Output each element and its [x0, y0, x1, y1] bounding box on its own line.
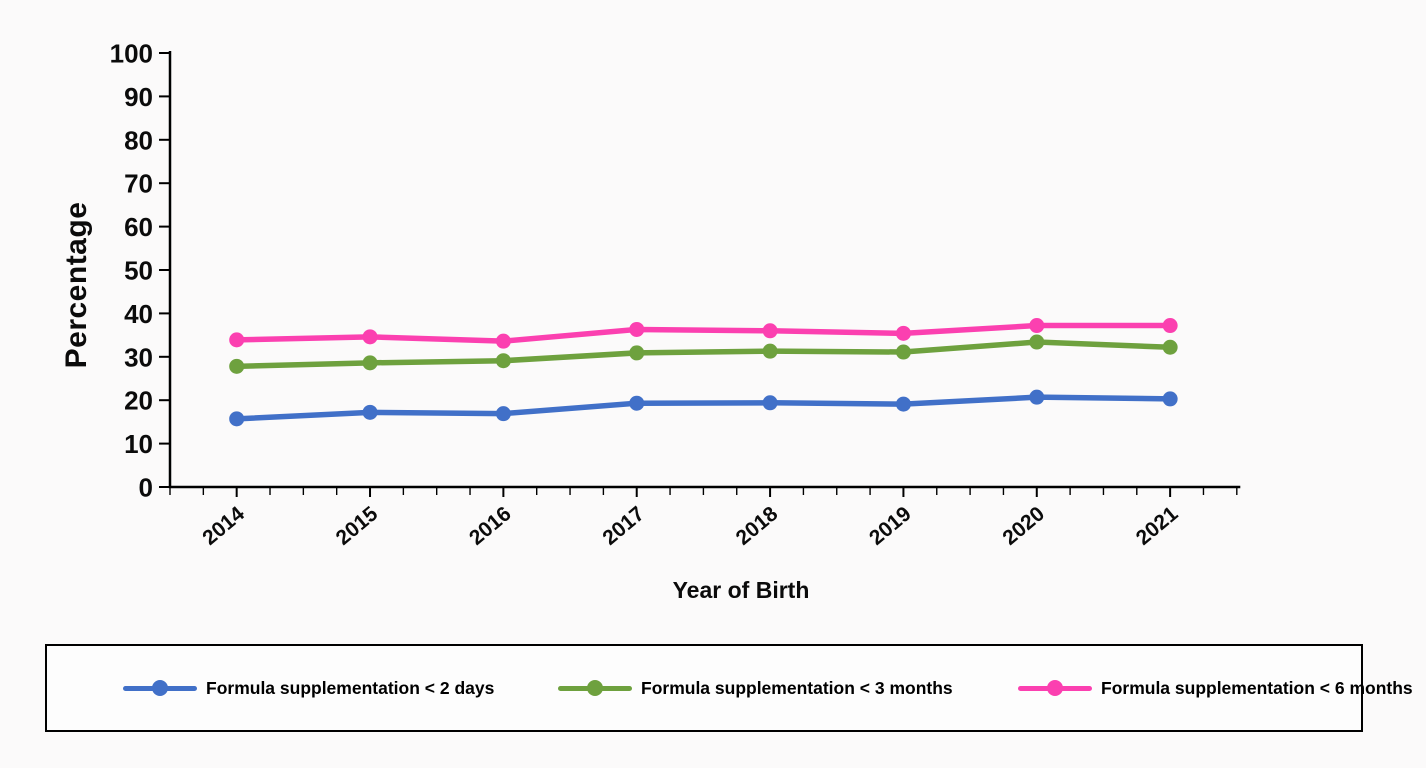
y-tick-label: 60: [124, 212, 153, 242]
series-point-0-2016: [495, 406, 511, 422]
plot-svg: 0 10 20 30 40 50 60 70 80 90 100 2014 2015 2016 2017 20…: [110, 39, 1241, 550]
series-line-0: [233, 394, 1173, 422]
y-tick-label: 70: [124, 169, 153, 199]
series-line-2: [233, 322, 1173, 344]
series-point-1-2015: [362, 355, 378, 371]
series-point-2-2017: [629, 321, 645, 337]
series-point-0-2017: [629, 395, 645, 411]
series-line-1: [233, 339, 1173, 370]
x-tick-label: 2015: [332, 502, 383, 550]
y-tick-label: 40: [124, 299, 153, 329]
y-tick-label: 80: [124, 125, 153, 155]
legend-item-lt-2-days: Formula supplementation < 2 days: [123, 646, 494, 730]
legend-swatch-blue: [123, 680, 197, 697]
series-point-0-2014: [229, 411, 245, 427]
y-tick-label: 50: [124, 256, 153, 286]
x-axis-title: Year of Birth: [672, 577, 810, 603]
legend-label: Formula supplementation < 2 days: [206, 677, 495, 698]
series-point-2-2018: [762, 323, 778, 339]
series-point-0-2019: [895, 396, 911, 412]
legend-box: Formula supplementation < 2 days Formula…: [45, 644, 1413, 732]
y-tick-label: 90: [124, 82, 153, 112]
series-point-0-2018: [762, 395, 778, 411]
y-tick-label: 10: [124, 429, 153, 459]
y-tick-label: 20: [124, 386, 153, 416]
series-point-2-2014: [229, 332, 245, 348]
x-tick-label: 2020: [998, 502, 1049, 550]
y-tick-label: 100: [110, 39, 153, 69]
legend-swatch-green: [558, 680, 632, 697]
series-point-0-2021: [1162, 391, 1178, 407]
x-tick-label: 2017: [598, 502, 649, 550]
legend-label: Formula supplementation < 3 months: [641, 677, 953, 698]
legend-marker-icon: [1047, 680, 1063, 696]
series-point-2-2015: [362, 329, 378, 345]
series-point-1-2017: [629, 345, 645, 361]
x-tick-label: 2018: [732, 502, 783, 550]
series-point-1-2021: [1162, 339, 1178, 355]
series-point-1-2016: [495, 353, 511, 369]
legend-marker-icon: [152, 680, 168, 696]
series-point-2-2019: [895, 325, 911, 341]
series-point-2-2020: [1029, 318, 1045, 334]
series-point-2-2016: [495, 333, 511, 349]
y-tick-label: 30: [124, 342, 153, 372]
y-tick-label: 0: [139, 473, 153, 503]
legend-item-lt-3-months: Formula supplementation < 3 months: [558, 646, 953, 730]
series-point-0-2015: [362, 404, 378, 420]
series-point-1-2020: [1029, 334, 1045, 350]
x-tick-label: 2016: [465, 502, 516, 550]
y-axis-title: Percentage: [60, 201, 93, 369]
series-point-0-2020: [1029, 389, 1045, 405]
legend-swatch-pink: [1018, 680, 1092, 697]
x-tick-label: 2019: [865, 502, 916, 550]
series-point-1-2018: [762, 343, 778, 359]
legend-marker-icon: [587, 680, 603, 696]
legend-item-lt-6-months: Formula supplementation < 6 months: [1018, 646, 1413, 730]
series-point-1-2019: [895, 344, 911, 360]
legend-label: Formula supplementation < 6 months: [1101, 677, 1413, 698]
x-tick-label: 2014: [198, 502, 249, 550]
series-point-1-2014: [229, 358, 245, 374]
x-tick-label: 2021: [1132, 502, 1183, 550]
series-point-2-2021: [1162, 318, 1178, 334]
